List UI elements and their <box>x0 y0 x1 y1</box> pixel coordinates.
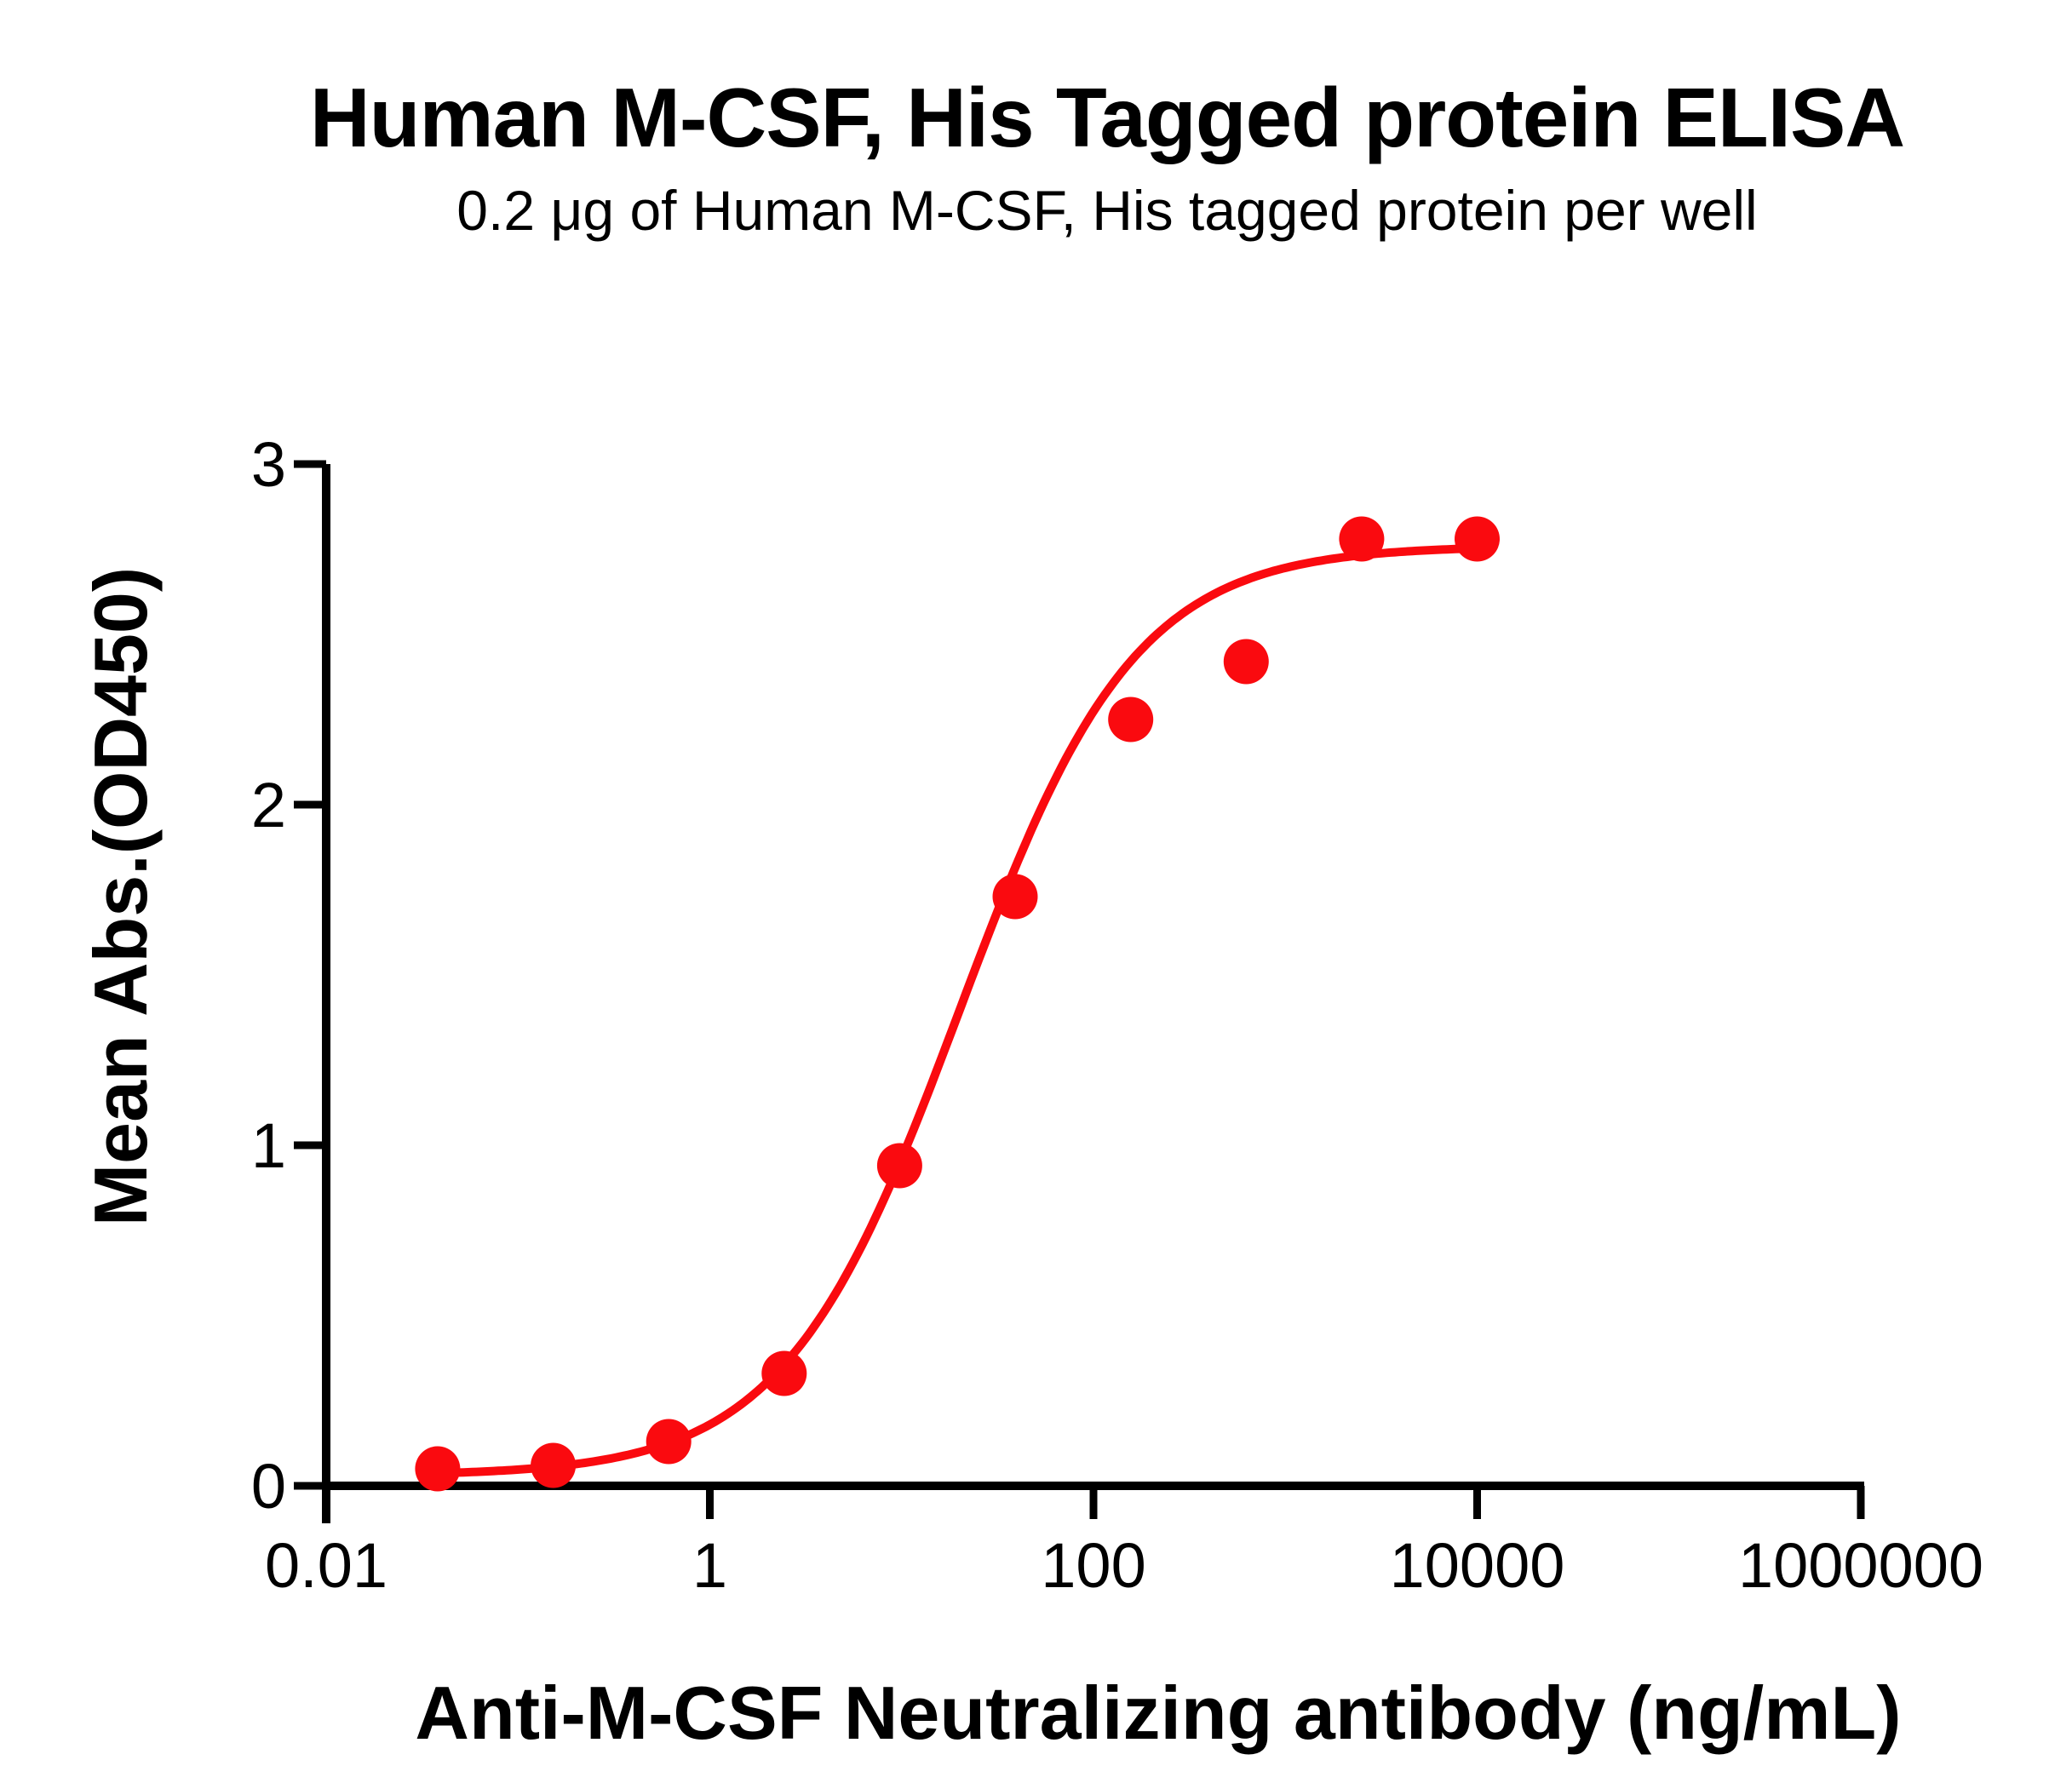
x-tick-label: 0.01 <box>265 1530 387 1601</box>
data-point <box>1455 516 1500 562</box>
x-tick-label: 100 <box>1041 1530 1145 1601</box>
data-point <box>761 1350 807 1396</box>
data-point <box>646 1419 692 1465</box>
data-point <box>876 1143 922 1189</box>
chart-subtitle: 0.2 μg of Human M-CSF, His tagged protei… <box>456 179 1757 242</box>
axes: 0 1 2 3 0.01 1 100 10000 1000000 <box>251 429 1983 1601</box>
y-tick-label: 0 <box>251 1451 286 1522</box>
x-tick-label: 1 <box>692 1530 727 1601</box>
y-tick-label: 3 <box>251 429 286 500</box>
y-tick-label: 2 <box>251 770 286 840</box>
y-tick-label: 1 <box>251 1110 286 1181</box>
y-axis-label: Mean Abs.(OD450) <box>78 567 163 1226</box>
data-point <box>415 1446 461 1492</box>
x-axis-label: Anti-M-CSF Neutralizing antibody (ng/mL) <box>415 1671 1901 1755</box>
data-point <box>531 1442 577 1488</box>
x-tick-label: 10000 <box>1390 1530 1565 1601</box>
chart-title: Human M-CSF, His Tagged protein ELISA <box>310 71 1904 164</box>
data-points-layer <box>415 516 1500 1492</box>
data-point <box>1223 639 1269 685</box>
fit-curve <box>433 544 1482 1478</box>
x-tick-label: 1000000 <box>1738 1530 1983 1601</box>
data-point <box>992 874 1038 920</box>
fit-curve-layer <box>433 544 1482 1478</box>
data-point <box>1339 516 1385 562</box>
data-point <box>1108 697 1154 742</box>
